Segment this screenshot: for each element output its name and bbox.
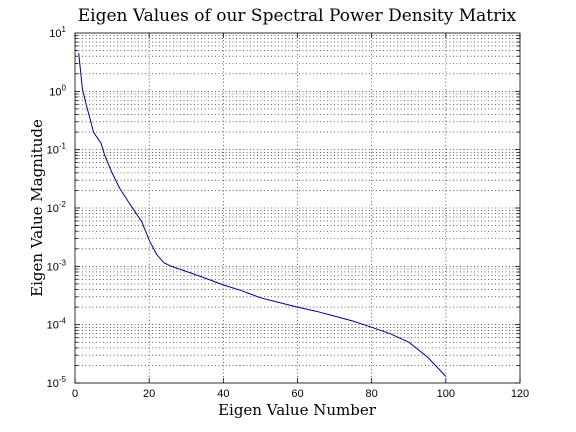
y-tick-label: 10-1 <box>47 142 67 157</box>
y-tick-label: 10-5 <box>47 375 67 390</box>
x-tick-label: 120 <box>511 388 529 400</box>
x-tick-label: 40 <box>217 388 229 400</box>
y-axis-label: Eigen Value Magnitude <box>28 119 46 297</box>
x-axis-label: Eigen Value Number <box>218 401 377 419</box>
x-tick-label: 0 <box>72 388 78 400</box>
y-tick-label: 10-4 <box>47 317 67 332</box>
y-tick-label: 101 <box>49 25 66 40</box>
chart-title: Eigen Values of our Spectral Power Densi… <box>78 6 517 26</box>
y-tick-label: 100 <box>49 83 66 98</box>
series-group <box>78 53 447 377</box>
axis-ticks: 0 20 40 60 80 100 120 10-5 10-4 10-3 10-2 10-1 100 10… <box>47 25 530 400</box>
x-tick-label: 20 <box>143 388 155 400</box>
x-tick-label: 60 <box>291 388 303 400</box>
y-tick-label: 10-3 <box>47 258 67 273</box>
series-line <box>78 53 447 377</box>
y-tick-label: 10-2 <box>47 200 67 215</box>
x-tick-label: 80 <box>366 388 378 400</box>
grid-lines <box>75 33 520 383</box>
x-tick-label: 100 <box>437 388 455 400</box>
